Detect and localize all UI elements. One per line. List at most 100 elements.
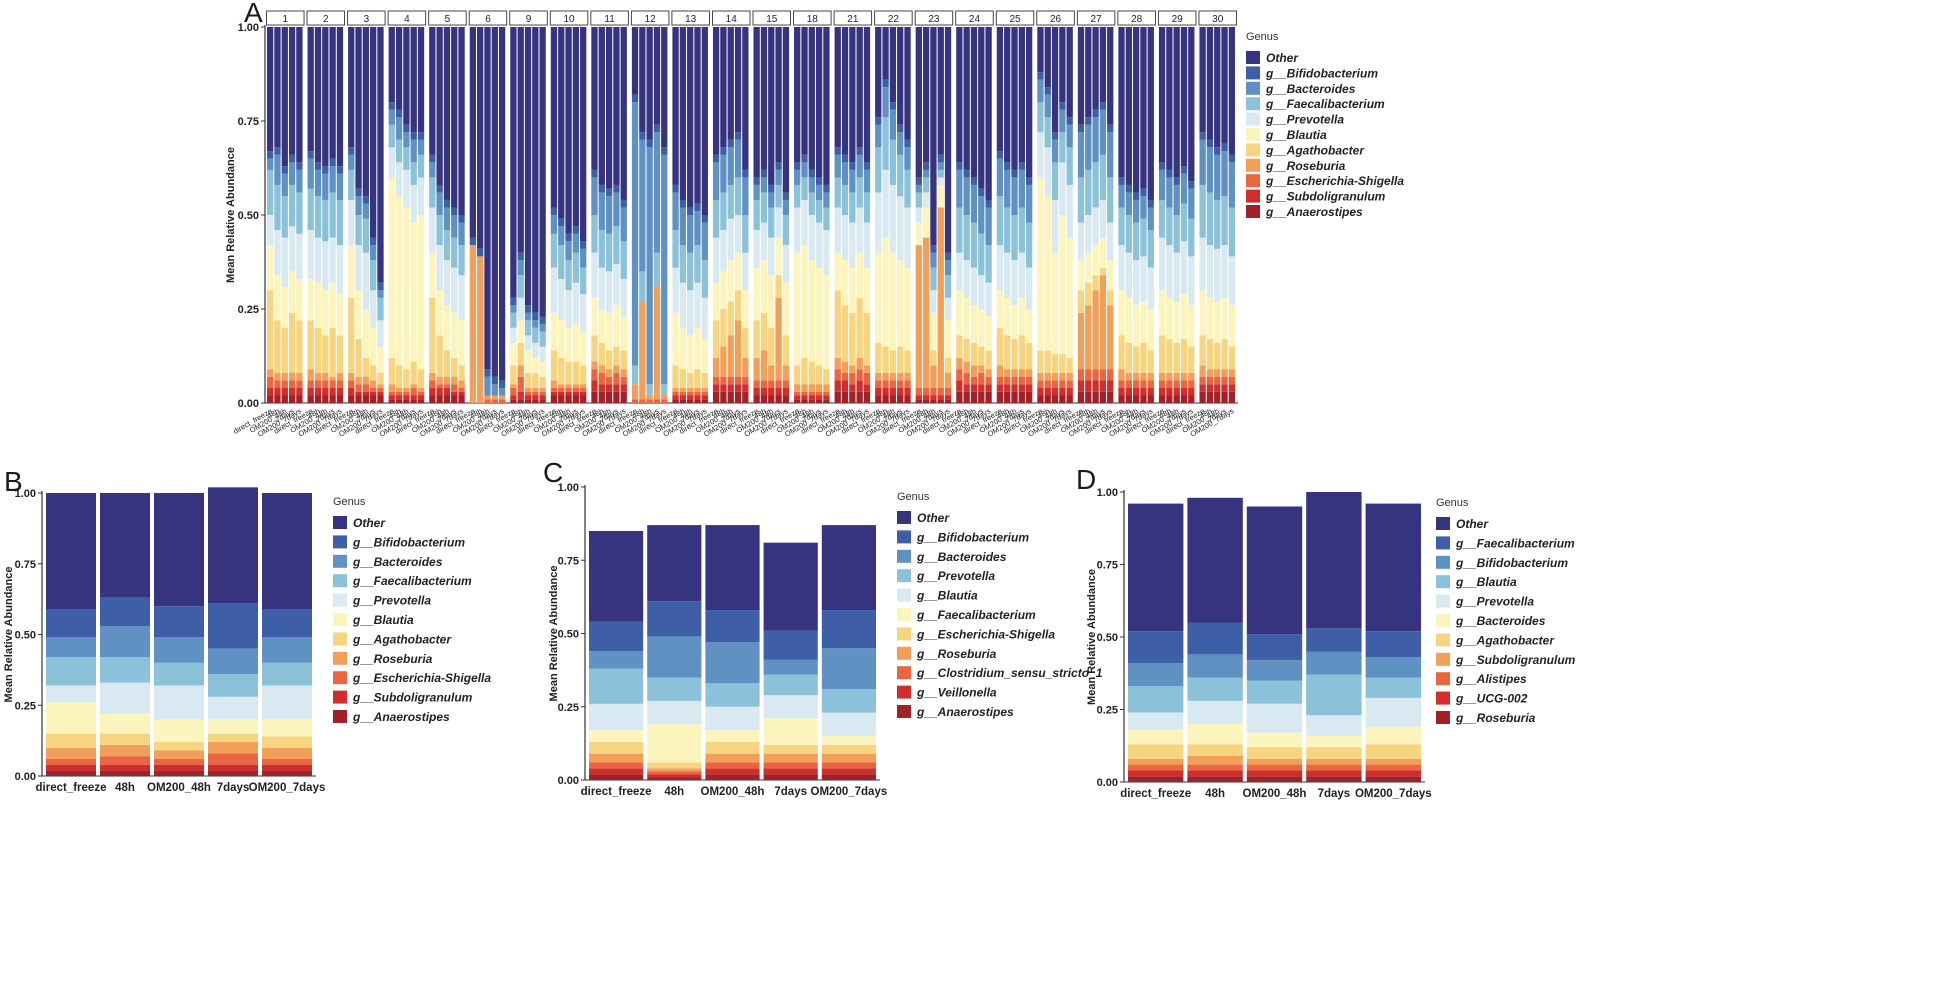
stack-segment <box>768 365 775 381</box>
stack-segment <box>281 166 288 174</box>
stack-segment <box>701 391 708 396</box>
stack-segment <box>821 525 876 611</box>
stack-segment <box>403 395 410 400</box>
stack-segment <box>314 327 322 373</box>
stack-segment <box>370 365 377 381</box>
x-tick-label: direct_freeze <box>1120 788 1191 800</box>
stack-segment <box>410 184 417 223</box>
stack-segment <box>598 192 605 231</box>
stack-segment <box>720 192 727 231</box>
stack-segment <box>978 391 985 403</box>
legend-swatch <box>1246 128 1260 141</box>
stack-segment <box>672 230 679 268</box>
stack-segment <box>985 316 992 351</box>
stack-segment <box>1158 387 1166 396</box>
stack-segment <box>782 387 790 396</box>
stack-segment <box>296 372 303 381</box>
stack-segment <box>1107 391 1114 403</box>
stack-segment <box>1118 387 1125 396</box>
stack-segment <box>100 733 150 745</box>
stack-segment <box>882 87 889 118</box>
stack-segment <box>694 395 701 400</box>
stack-segment <box>985 384 992 392</box>
stack-segment <box>970 391 978 403</box>
legend-entry: g__Escherichia-Shigella <box>916 627 1055 641</box>
stack-segment <box>1206 391 1214 403</box>
stack-segment <box>734 215 742 253</box>
stack-segment <box>970 222 978 268</box>
stack-segment <box>510 297 517 306</box>
stack-segment <box>598 230 605 268</box>
stack-segment <box>823 184 830 193</box>
stack-segment <box>1085 252 1092 283</box>
legend-entry: g__Roseburia <box>352 652 433 666</box>
stack-segment <box>451 384 458 392</box>
stack-segment <box>705 774 760 780</box>
stack-segment <box>524 305 532 313</box>
stack-segment <box>1011 27 1018 170</box>
stack-segment <box>1158 237 1166 291</box>
stack-segment <box>1180 27 1188 167</box>
stack-segment <box>922 395 930 400</box>
stack-segment <box>679 27 687 200</box>
stack-segment <box>1099 27 1107 103</box>
stack-segment <box>1025 342 1033 370</box>
stack-segment <box>417 369 425 388</box>
stack-segment <box>517 260 524 276</box>
stack-segment <box>646 139 653 148</box>
stack-segment <box>646 395 653 400</box>
stack-segment <box>288 162 296 185</box>
stack-segment <box>863 365 871 373</box>
stack-segment <box>694 327 701 370</box>
stack-segment <box>355 391 362 396</box>
stack-segment <box>775 387 782 396</box>
stack-segment <box>1228 384 1235 392</box>
stack-segment <box>605 376 613 385</box>
stack-segment <box>1180 203 1188 242</box>
stack-segment <box>996 365 1004 377</box>
stack-segment <box>1092 380 1099 392</box>
panel-label-c: C <box>543 457 563 488</box>
stack-segment <box>532 387 539 392</box>
stack-segment <box>978 346 985 366</box>
stack-segment <box>355 188 362 197</box>
stack-segment <box>1025 267 1033 309</box>
stack-segment <box>782 365 790 381</box>
stack-segment <box>794 184 801 208</box>
stack-segment <box>727 218 734 261</box>
stack-segment <box>1077 369 1085 381</box>
stack-segment <box>558 218 565 227</box>
stack-segment <box>1092 245 1099 276</box>
stack-segment <box>801 162 808 178</box>
stack-segment <box>377 391 384 396</box>
legend-swatch <box>1246 112 1260 126</box>
stack-segment <box>794 395 801 400</box>
stack-segment <box>550 395 558 403</box>
stack-segment <box>922 387 930 396</box>
stack-segment <box>1199 184 1206 238</box>
stack-segment <box>458 275 465 321</box>
stack-segment <box>647 677 702 701</box>
stack-segment <box>510 395 517 400</box>
stack-segment <box>395 365 403 388</box>
stack-segment <box>1221 297 1228 340</box>
stack-segment <box>329 380 336 388</box>
stack-segment <box>1011 169 1018 178</box>
stack-segment <box>491 376 498 385</box>
stack-segment <box>712 376 720 385</box>
stack-segment <box>288 154 296 163</box>
stack-segment <box>558 27 565 219</box>
stack-segment <box>355 290 362 340</box>
legend-entry: g__Bifidobacterium <box>352 535 465 549</box>
stack-segment <box>963 372 970 385</box>
stack-segment <box>1214 154 1221 200</box>
stack-segment <box>782 380 790 388</box>
stack-segment <box>734 27 742 133</box>
stack-segment <box>403 399 410 403</box>
stack-segment <box>267 215 274 246</box>
stack-segment <box>591 215 598 253</box>
stack-segment <box>801 177 808 200</box>
facet-label: 3 <box>364 14 370 25</box>
stack-segment <box>262 662 312 686</box>
stack-segment <box>727 147 734 185</box>
